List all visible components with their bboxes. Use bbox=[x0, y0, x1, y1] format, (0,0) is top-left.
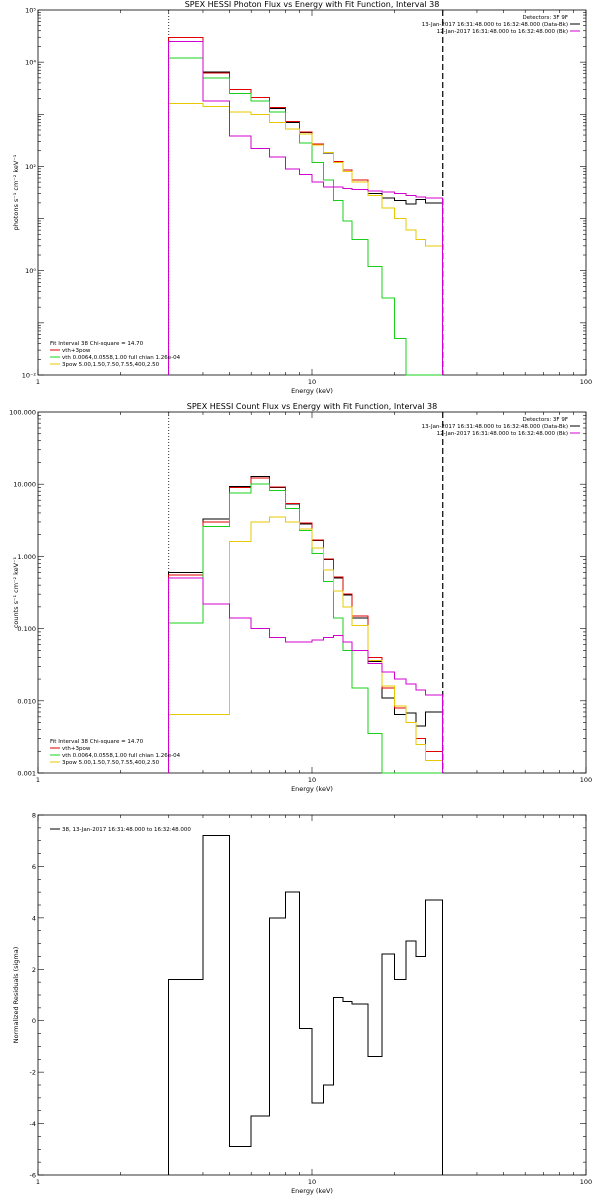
y-tick-label: 10⁰ bbox=[25, 267, 36, 275]
x-tick-label: 1 bbox=[36, 776, 40, 784]
y-tick-label: 0 bbox=[32, 1017, 36, 1025]
plot-frame-1 bbox=[37, 411, 587, 774]
chart-title-0: SPEX HESSI Photon Flux vs Energy with Fi… bbox=[185, 0, 440, 9]
y-axis-label: Normalized Residuals (sigma) bbox=[12, 947, 20, 1044]
y-tick-label: 0.001 bbox=[17, 770, 36, 778]
y-tick-label: -6 bbox=[30, 1172, 36, 1180]
legend-text: vth 0.0064,0.0558,1.00 full chian 1.26e-… bbox=[62, 753, 181, 759]
x-tick-label: 1 bbox=[36, 378, 40, 386]
y-tick-label: -4 bbox=[30, 1120, 36, 1128]
legend-text: 13-Jan-2017 16:31:48.000 to 16:32:48.000… bbox=[422, 22, 568, 28]
legend-text: Detectors: 3F 9F bbox=[522, 417, 568, 423]
x-tick-label: 10 bbox=[308, 776, 316, 784]
y-tick-label: 10⁵ bbox=[25, 7, 36, 15]
legend-text: Fit Interval 38 Chi-square = 14.70 bbox=[50, 739, 144, 745]
y-tick-label: 10⁴ bbox=[25, 59, 36, 67]
y-tick-label: 8 bbox=[32, 812, 36, 820]
y-tick-label: 10⁻² bbox=[22, 372, 37, 380]
x-tick-label: 10 bbox=[308, 378, 316, 386]
x-tick-label: 100 bbox=[580, 378, 592, 386]
legend-text: 12-Jan-2017 16:31:48.000 to 16:32:48.000… bbox=[437, 431, 568, 437]
y-tick-label: 10² bbox=[25, 163, 36, 171]
x-tick-label: 100 bbox=[580, 1178, 592, 1186]
y-tick-label: 2 bbox=[32, 966, 36, 974]
series-black-steps bbox=[168, 475, 444, 773]
x-tick-label: 10 bbox=[308, 1178, 316, 1186]
y-axis-label: photons s⁻¹ cm⁻² keV⁻¹ bbox=[12, 154, 20, 230]
plot-frame-0 bbox=[37, 9, 587, 376]
series-yellow-steps bbox=[168, 103, 444, 375]
legend-text: 3pow 5.00,1.50,7.50,7.55,400,2.50 bbox=[62, 362, 160, 368]
y-tick-label: 100.000 bbox=[9, 409, 36, 417]
legend-text: 3pow 5.00,1.50,7.50,7.55,400,2.50 bbox=[62, 760, 160, 766]
legend-text: vth+3pow bbox=[62, 746, 91, 752]
series-black-steps bbox=[168, 36, 444, 375]
y-tick-label: 10.000 bbox=[13, 481, 36, 489]
y-tick-label: 0.010 bbox=[17, 697, 36, 705]
x-axis-label: Energy (keV) bbox=[291, 387, 333, 395]
series-red-steps bbox=[168, 36, 444, 375]
y-tick-label: 4 bbox=[32, 914, 36, 922]
series-black-steps bbox=[168, 835, 444, 1175]
legend-text: vth 0.0064,0.0558,1.00 full chian 1.26e-… bbox=[62, 355, 181, 361]
series-green-steps bbox=[168, 57, 443, 376]
y-tick-label: -2 bbox=[30, 1069, 36, 1077]
series-yellow-steps bbox=[168, 516, 444, 773]
legend-text: 13-Jan-2017 16:31:48.000 to 16:32:48.000… bbox=[422, 424, 568, 430]
legend-text: Detectors: 3F 9F bbox=[522, 15, 568, 21]
x-tick-label: 100 bbox=[580, 776, 592, 784]
legend-text: 38, 13-Jan-2017 16:31:48.000 to 16:32:48… bbox=[62, 827, 191, 833]
y-tick-label: 0.100 bbox=[17, 625, 36, 633]
series-magenta-steps bbox=[168, 577, 444, 773]
series-magenta-steps bbox=[168, 40, 444, 375]
plot-frame-2 bbox=[37, 814, 587, 1176]
series-red-steps bbox=[168, 477, 444, 773]
x-tick-label: 1 bbox=[36, 1178, 40, 1186]
legend-text: vth+3pow bbox=[62, 348, 91, 354]
series-green-steps bbox=[168, 483, 443, 774]
x-axis-label: Energy (keV) bbox=[291, 785, 333, 793]
legend-text: Fit Interval 38 Chi-square = 14.70 bbox=[50, 341, 144, 347]
legend-text: 12-Jan-2017 16:31:48.000 to 16:32:48.000… bbox=[437, 29, 568, 35]
y-tick-label: 6 bbox=[32, 863, 36, 871]
chart-title-1: SPEX HESSI Count Flux vs Energy with Fit… bbox=[187, 402, 438, 411]
y-tick-label: 1.000 bbox=[17, 553, 36, 561]
y-axis-label: counts s⁻¹ cm⁻² keV⁻¹ bbox=[12, 556, 20, 628]
x-axis-label: Energy (keV) bbox=[291, 1187, 333, 1195]
